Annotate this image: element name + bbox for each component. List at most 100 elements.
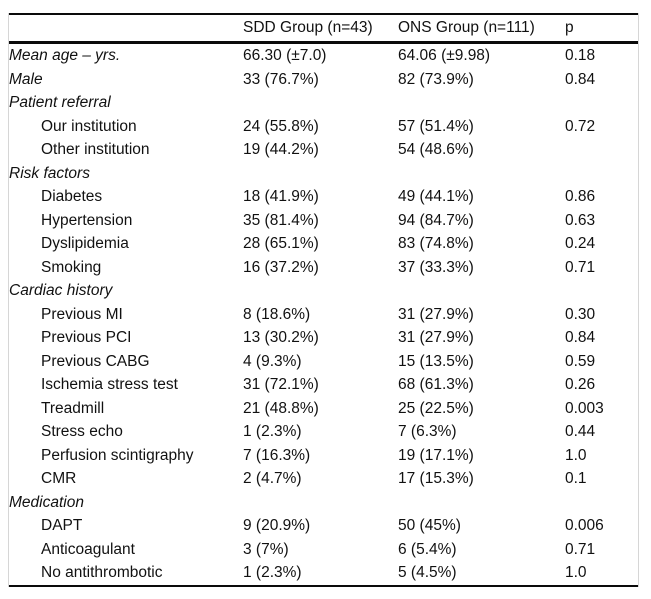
ons-value: 64.06 (±9.98) bbox=[398, 47, 491, 64]
p-value: 0.59 bbox=[565, 352, 596, 370]
table-row: Male 33 (76.7%) 82 (73.9%) 0.84 bbox=[9, 68, 638, 92]
p-value: 0.72 bbox=[565, 117, 596, 135]
row-label: Smoking bbox=[41, 258, 102, 276]
ons-value: 37 (33.3%) bbox=[398, 258, 474, 276]
sdd-value: 28 (65.1%) bbox=[243, 235, 319, 252]
p-value bbox=[565, 138, 638, 162]
sdd-value: 19 (44.2%) bbox=[243, 141, 319, 158]
p-value bbox=[565, 162, 638, 186]
row-label: Other institution bbox=[41, 141, 150, 158]
p-value: 1.0 bbox=[565, 564, 587, 581]
p-value bbox=[565, 491, 638, 515]
row-label: Our institution bbox=[41, 117, 137, 135]
sdd-value bbox=[243, 279, 398, 303]
sdd-value: 1 (2.3%) bbox=[243, 564, 302, 581]
patient-characteristics-table: SDD Group (n=43) ONS Group (n=111) p Mea… bbox=[8, 13, 639, 587]
row-label: Male bbox=[9, 70, 43, 88]
row-label: Diabetes bbox=[41, 188, 103, 205]
ons-value: 82 (73.9%) bbox=[398, 70, 474, 88]
table-row: Hypertension 35 (81.4%) 94 (84.7%) 0.63 bbox=[9, 209, 638, 233]
row-label: Treadmill bbox=[41, 399, 105, 417]
row-label: Previous PCI bbox=[41, 329, 132, 346]
p-value: 0.1 bbox=[565, 470, 587, 487]
p-value: 0.71 bbox=[565, 540, 596, 558]
table-row: No antithrombotic 1 (2.3%) 5 (4.5%) 1.0 bbox=[9, 561, 638, 586]
table-row: CMR 2 (4.7%) 17 (15.3%) 0.1 bbox=[9, 467, 638, 491]
data-table: SDD Group (n=43) ONS Group (n=111) p Mea… bbox=[9, 13, 638, 587]
table-header: SDD Group (n=43) ONS Group (n=111) p bbox=[9, 14, 638, 44]
section-label: Risk factors bbox=[9, 164, 90, 182]
ons-value: 19 (17.1%) bbox=[398, 446, 474, 464]
sdd-value: 8 (18.6%) bbox=[243, 305, 311, 323]
p-value bbox=[565, 91, 638, 115]
row-label: Mean age – yrs. bbox=[9, 47, 121, 64]
p-value: 0.18 bbox=[565, 47, 596, 64]
row-label: CMR bbox=[41, 470, 77, 487]
sdd-value bbox=[243, 91, 398, 115]
ons-value: 94 (84.7%) bbox=[398, 211, 474, 229]
sdd-value: 24 (55.8%) bbox=[243, 117, 319, 135]
ons-value: 25 (22.5%) bbox=[398, 399, 474, 417]
sdd-value: 21 (48.8%) bbox=[243, 399, 319, 417]
ons-value bbox=[398, 491, 565, 515]
ons-value: 15 (13.5%) bbox=[398, 352, 474, 370]
p-value: 0.86 bbox=[565, 188, 596, 205]
section-row: Patient referral bbox=[9, 91, 638, 115]
column-header-empty bbox=[9, 14, 243, 44]
table-row: Perfusion scintigraphy 7 (16.3%) 19 (17.1%… bbox=[9, 444, 638, 468]
p-value: 0.26 bbox=[565, 376, 596, 393]
ons-value: 49 (44.1%) bbox=[398, 188, 474, 205]
row-label: Stress echo bbox=[41, 423, 123, 440]
section-label: Patient referral bbox=[9, 94, 111, 111]
p-value: 0.71 bbox=[565, 258, 596, 276]
header-row: SDD Group (n=43) ONS Group (n=111) p bbox=[9, 14, 638, 44]
row-label: Previous MI bbox=[41, 305, 123, 323]
column-header-p-value: p bbox=[565, 14, 638, 44]
section-row: Cardiac history bbox=[9, 279, 638, 303]
p-value: 0.003 bbox=[565, 399, 604, 417]
p-value: 0.24 bbox=[565, 235, 596, 252]
sdd-value: 35 (81.4%) bbox=[243, 211, 319, 229]
p-value: 0.44 bbox=[565, 423, 596, 440]
table-row: Other institution 19 (44.2%) 54 (48.6%) bbox=[9, 138, 638, 162]
sdd-value: 7 (16.3%) bbox=[243, 446, 311, 464]
p-value: 1.0 bbox=[565, 446, 587, 464]
section-label: Cardiac history bbox=[9, 282, 113, 299]
row-label: Dyslipidemia bbox=[41, 235, 129, 252]
row-label: Previous CABG bbox=[41, 352, 150, 370]
table-row: Treadmill 21 (48.8%) 25 (22.5%) 0.003 bbox=[9, 397, 638, 421]
sdd-value: 33 (76.7%) bbox=[243, 70, 319, 88]
sdd-value: 66.30 (±7.0) bbox=[243, 47, 327, 64]
p-value: 0.006 bbox=[565, 517, 604, 534]
p-value: 0.84 bbox=[565, 70, 596, 88]
sdd-value bbox=[243, 162, 398, 186]
column-header-ons-group: ONS Group (n=111) bbox=[398, 14, 565, 44]
ons-value: 83 (74.8%) bbox=[398, 235, 474, 252]
ons-value: 68 (61.3%) bbox=[398, 376, 474, 393]
section-row: Risk factors bbox=[9, 162, 638, 186]
table-row: Anticoagulant 3 (7%) 6 (5.4%) 0.71 bbox=[9, 538, 638, 562]
row-label: DAPT bbox=[41, 517, 83, 534]
ons-value: 6 (5.4%) bbox=[398, 540, 457, 558]
sdd-value: 31 (72.1%) bbox=[243, 376, 319, 393]
ons-value: 7 (6.3%) bbox=[398, 423, 457, 440]
ons-value bbox=[398, 279, 565, 303]
sdd-value: 18 (41.9%) bbox=[243, 188, 319, 205]
ons-value: 5 (4.5%) bbox=[398, 564, 457, 581]
sdd-value: 13 (30.2%) bbox=[243, 329, 319, 346]
table-row: Previous CABG 4 (9.3%) 15 (13.5%) 0.59 bbox=[9, 350, 638, 374]
sdd-value: 1 (2.3%) bbox=[243, 423, 302, 440]
ons-value: 31 (27.9%) bbox=[398, 305, 474, 323]
table-row: Diabetes 18 (41.9%) 49 (44.1%) 0.86 bbox=[9, 185, 638, 209]
row-label: Anticoagulant bbox=[41, 540, 135, 558]
section-label: Medication bbox=[9, 493, 84, 511]
sdd-value: 2 (4.7%) bbox=[243, 470, 302, 487]
table-row: Previous MI 8 (18.6%) 31 (27.9%) 0.30 bbox=[9, 303, 638, 327]
sdd-value: 16 (37.2%) bbox=[243, 258, 319, 276]
p-value bbox=[565, 279, 638, 303]
ons-value: 57 (51.4%) bbox=[398, 117, 474, 135]
table-row: Ischemia stress test 31 (72.1%) 68 (61.3%)… bbox=[9, 373, 638, 397]
row-label: Hypertension bbox=[41, 211, 133, 229]
ons-value: 54 (48.6%) bbox=[398, 141, 474, 158]
table-row: Stress echo 1 (2.3%) 7 (6.3%) 0.44 bbox=[9, 420, 638, 444]
